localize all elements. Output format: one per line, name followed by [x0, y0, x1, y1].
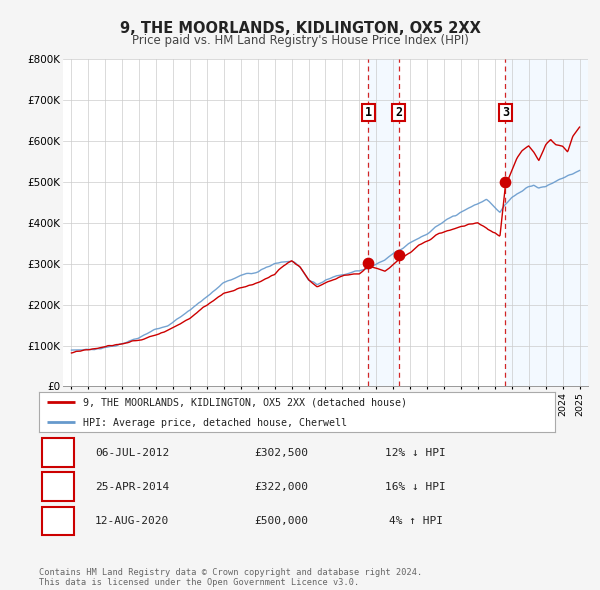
Text: £322,000: £322,000	[254, 482, 308, 491]
Text: 4% ↑ HPI: 4% ↑ HPI	[389, 516, 443, 526]
FancyBboxPatch shape	[392, 104, 405, 121]
FancyBboxPatch shape	[41, 507, 74, 535]
Text: £302,500: £302,500	[254, 448, 308, 457]
Text: 1: 1	[365, 106, 372, 119]
Text: 1: 1	[54, 446, 61, 459]
Text: 2: 2	[395, 106, 402, 119]
FancyBboxPatch shape	[362, 104, 374, 121]
FancyBboxPatch shape	[499, 104, 512, 121]
FancyBboxPatch shape	[41, 438, 74, 467]
Text: £500,000: £500,000	[254, 516, 308, 526]
Text: 9, THE MOORLANDS, KIDLINGTON, OX5 2XX: 9, THE MOORLANDS, KIDLINGTON, OX5 2XX	[119, 21, 481, 35]
Text: 06-JUL-2012: 06-JUL-2012	[95, 448, 169, 457]
Text: 12-AUG-2020: 12-AUG-2020	[95, 516, 169, 526]
Text: 2: 2	[54, 480, 61, 493]
Text: 25-APR-2014: 25-APR-2014	[95, 482, 169, 491]
Text: 9, THE MOORLANDS, KIDLINGTON, OX5 2XX (detached house): 9, THE MOORLANDS, KIDLINGTON, OX5 2XX (d…	[83, 398, 407, 408]
Bar	[368, 59, 398, 386]
Text: HPI: Average price, detached house, Cherwell: HPI: Average price, detached house, Cher…	[83, 418, 347, 428]
Text: 3: 3	[502, 106, 509, 119]
Text: 3: 3	[54, 514, 61, 527]
Point	[500, 177, 510, 186]
Text: 16% ↓ HPI: 16% ↓ HPI	[385, 482, 446, 491]
FancyBboxPatch shape	[41, 473, 74, 501]
Point	[364, 258, 373, 267]
Bar	[505, 59, 588, 386]
Text: Price paid vs. HM Land Registry's House Price Index (HPI): Price paid vs. HM Land Registry's House …	[131, 34, 469, 47]
Text: 12% ↓ HPI: 12% ↓ HPI	[385, 448, 446, 457]
Point	[394, 250, 403, 260]
Text: Contains HM Land Registry data © Crown copyright and database right 2024.
This d: Contains HM Land Registry data © Crown c…	[39, 568, 422, 587]
